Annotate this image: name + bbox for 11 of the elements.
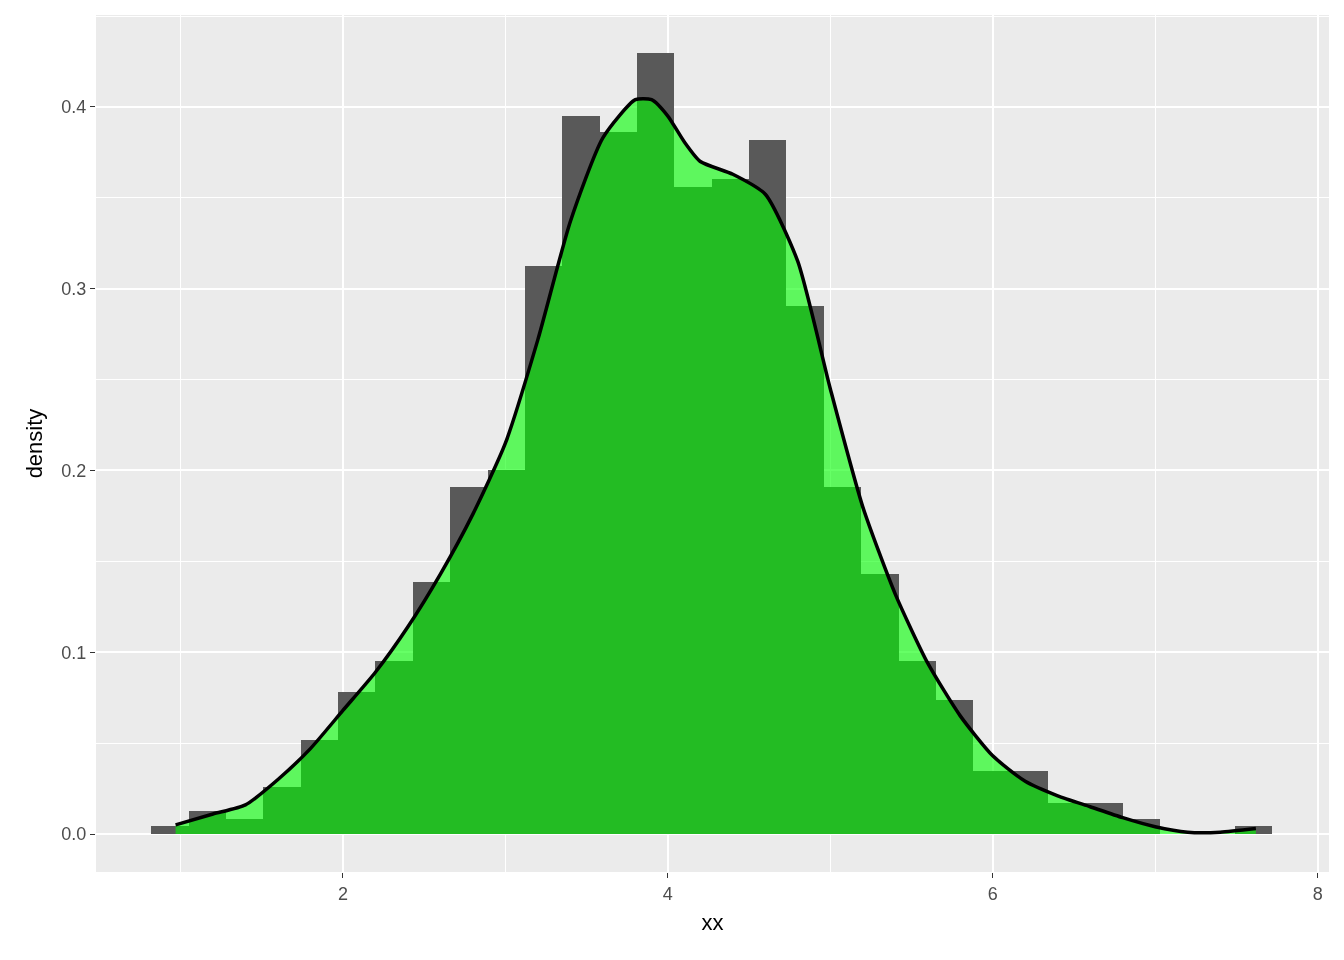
x-tick-label: 8 [1312,883,1323,904]
x-tick-label: 4 [662,883,673,904]
y-tick-label: 0.3 [61,279,87,300]
x-axis-title: xx [701,910,724,936]
y-axis-title: density [22,408,48,479]
y-tick-label: 0.1 [61,642,87,663]
y-tick-label: 0.4 [61,97,87,118]
y-tick-label: 0.2 [61,460,87,481]
y-tick-label: 0.0 [61,824,87,845]
x-tick-label: 2 [337,883,348,904]
x-tick-label: 6 [987,883,998,904]
